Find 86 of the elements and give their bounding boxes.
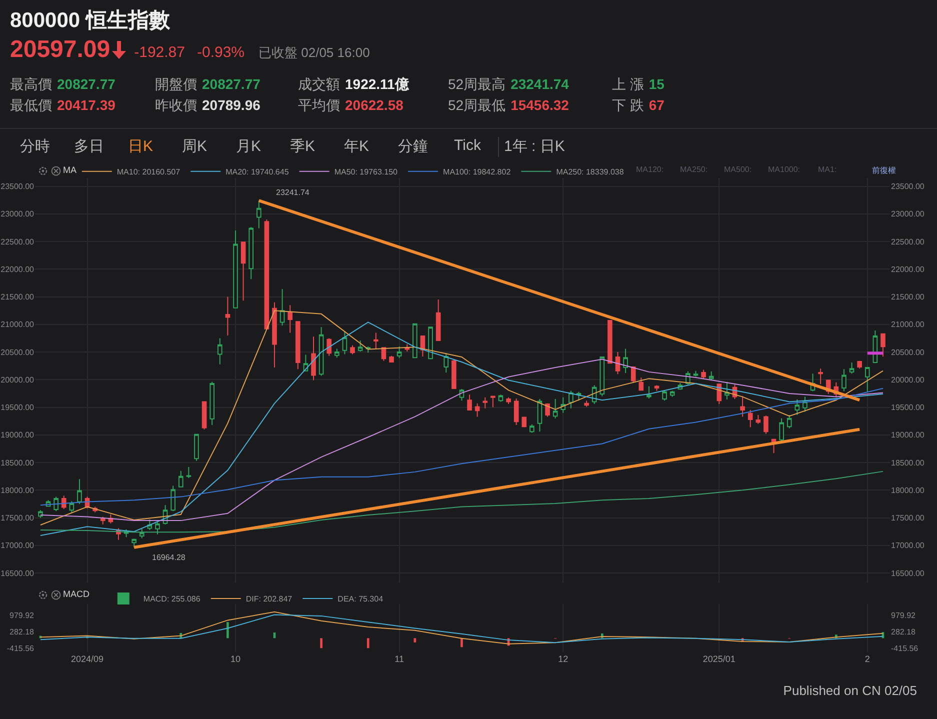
y-tick-label: 17000.00	[0, 541, 35, 550]
text: 52周最低 15456.32	[448, 97, 569, 113]
text: 多日	[74, 137, 104, 156]
x-tick-label: 10	[230, 654, 240, 664]
y-tick-label: 20000.00	[0, 375, 35, 384]
y2-tick-label: 23000.00	[891, 210, 925, 219]
y-tick-label: 23000.00	[0, 210, 35, 219]
text: 前復權	[872, 165, 896, 176]
legend-label: MA100: 19842.802	[443, 168, 512, 177]
y-tick-label: 282.18	[10, 627, 35, 636]
y2-tick-label: 22500.00	[891, 237, 925, 246]
text: MA500:	[724, 165, 752, 174]
y-tick-label: 19000.00	[0, 430, 35, 440]
text: Tick	[454, 137, 481, 154]
y2-tick-label: 20500.00	[891, 348, 925, 357]
legend-label: MACD: 255.086	[143, 594, 201, 604]
text: 分時	[20, 137, 50, 156]
text: 成交額 1922.11億	[298, 76, 409, 92]
annotation: 23241.74	[276, 188, 310, 197]
y2-tick-label: 17000.00	[891, 541, 925, 550]
text: 分鐘	[398, 137, 428, 156]
legend-label: MA50: 19763.150	[334, 168, 398, 177]
text: 最低價 20417.39	[10, 97, 116, 113]
y2-tick-label: 19500.00	[891, 403, 925, 412]
text: 1年 : 日K	[504, 137, 565, 156]
y-tick-label: 22500.00	[0, 237, 35, 246]
y-tick-label: 21500.00	[0, 292, 35, 302]
legend-label: MA10: 20160.507	[116, 168, 181, 177]
y2-tick-label: 16500.00	[891, 568, 925, 578]
legend-label: MA250: 18339.038	[556, 168, 624, 177]
text: -0.93%	[196, 44, 245, 61]
text: MA	[63, 165, 76, 175]
text: Published on CN 02/05	[783, 683, 917, 698]
legend-label: DEA: 75.304	[338, 594, 384, 604]
text: 最高價 20827.77	[10, 76, 116, 92]
text: 下 跌 67	[612, 97, 664, 113]
y2-tick-label: 18500.00	[891, 458, 925, 468]
y-tick-label: 21000.00	[0, 320, 35, 330]
y-tick-label: 20500.00	[0, 348, 35, 357]
x-tick-label: 2	[864, 654, 870, 664]
y2-tick-label: 20000.00	[891, 375, 925, 384]
y2-tick-label: 282.18	[891, 627, 916, 636]
y2-tick-label: 18000.00	[891, 486, 925, 495]
text: 上 漲 15	[612, 76, 664, 92]
text: 日K	[128, 137, 154, 156]
x-tick-label: 12	[558, 654, 568, 664]
y2-tick-label: 21000.00	[891, 320, 925, 330]
text: 開盤價 20827.77	[155, 76, 260, 92]
text: 季K	[290, 137, 316, 156]
x-tick-label: 2024/09	[70, 654, 104, 664]
y2-tick-label: 979.92	[891, 610, 916, 620]
y-tick-label: 22000.00	[0, 264, 35, 274]
text: 年K	[344, 137, 370, 156]
y2-tick-label: 23500.00	[891, 182, 925, 192]
text: 52周最高 23241.74	[448, 76, 569, 92]
text: MACD	[63, 589, 90, 599]
chart-title: 800000 恒生指數	[10, 8, 170, 34]
y2-tick-label: 21500.00	[891, 292, 925, 302]
y-tick-label: 18000.00	[0, 486, 35, 495]
text: MA1:	[818, 165, 837, 174]
y-tick-label: 16500.00	[0, 568, 35, 578]
y-tick-label: 17500.00	[0, 514, 35, 523]
legend-label: MA20: 19740.645	[226, 168, 290, 177]
text: MA120:	[636, 165, 664, 174]
text: 平均價 20622.58	[298, 97, 404, 113]
text: MA250:	[680, 165, 708, 174]
x-tick-label: 2025/01	[702, 654, 736, 664]
chart-subtitle: 已收盤 02/05 16:00	[258, 44, 370, 62]
y2-tick-label: 19000.00	[891, 430, 925, 440]
y-tick-label: 19500.00	[0, 403, 35, 412]
text: 周K	[182, 137, 208, 156]
text: 月K	[236, 137, 262, 156]
y-tick-label: 18500.00	[0, 458, 35, 468]
y-tick-label: 23500.00	[0, 182, 35, 192]
y2-tick-label: 17500.00	[891, 514, 925, 523]
text: -192.87	[134, 44, 185, 61]
legend-label: DIF: 202.847	[246, 594, 293, 604]
text: 20597.09	[10, 36, 110, 64]
y2-tick-label: -415.56	[891, 644, 919, 653]
y-tick-label: -415.56	[6, 644, 35, 653]
y2-tick-label: 22000.00	[891, 264, 925, 274]
annotation: 16964.28	[152, 553, 186, 562]
text: MA1000:	[768, 165, 800, 174]
text: 昨收價 20789.96	[155, 97, 260, 113]
y-tick-label: 979.92	[10, 610, 35, 620]
x-tick-label: 11	[394, 654, 404, 664]
